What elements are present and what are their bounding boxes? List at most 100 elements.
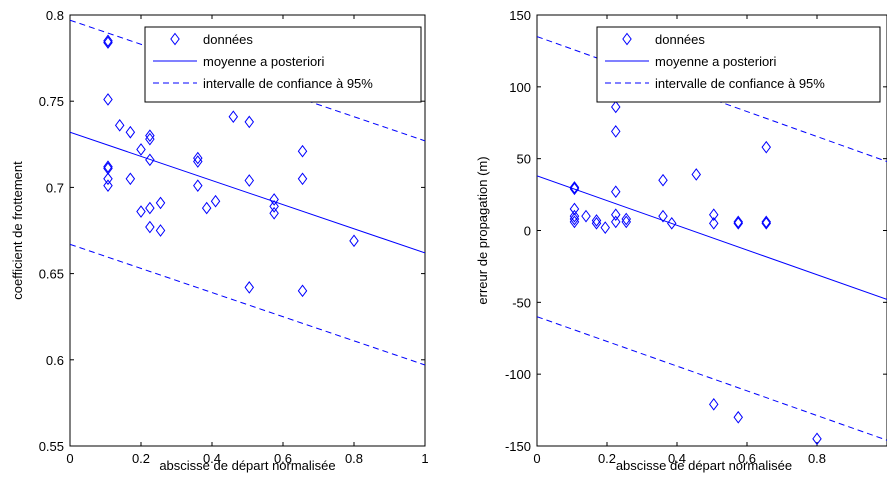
y-axis-label: erreur de propagation (m) — [475, 156, 490, 304]
data-point — [103, 93, 113, 106]
data-point — [297, 144, 308, 158]
data-point — [611, 185, 621, 199]
y-tick-label: 100 — [509, 80, 531, 95]
data-point — [228, 110, 239, 124]
axes-box — [69, 14, 426, 447]
data-point — [193, 151, 203, 165]
y-tick-label: -100 — [505, 367, 531, 382]
data-point — [201, 201, 212, 215]
data-point — [691, 168, 701, 181]
confidence-bound-line — [70, 243, 425, 366]
data-point — [709, 216, 719, 230]
data-point — [709, 398, 719, 411]
data-point — [136, 205, 146, 218]
data-point — [145, 220, 155, 234]
data-point — [600, 221, 610, 234]
data-point — [569, 215, 580, 229]
data-point — [667, 216, 677, 230]
y-tick-label: 0 — [524, 224, 531, 239]
data-point — [103, 36, 113, 49]
data-point — [269, 206, 279, 220]
data-point — [155, 224, 166, 237]
data-point — [125, 172, 136, 186]
legend-marker-diamond — [622, 32, 632, 46]
legend-label-mean: moyenne a posteriori — [655, 54, 777, 69]
x-axis-label: abscisse de départ normalisée — [159, 458, 335, 473]
data-point — [145, 153, 155, 167]
data-point — [611, 208, 621, 222]
data-point — [812, 432, 822, 446]
data-point — [761, 215, 771, 229]
data-point — [114, 119, 125, 132]
data-point — [581, 209, 591, 223]
data-point — [569, 209, 580, 223]
confidence-bound-line — [70, 19, 425, 142]
data-point — [145, 201, 155, 215]
x-tick-label: 0.4 — [668, 451, 686, 466]
x-axis-label: abscisse de départ normalisée — [616, 458, 792, 473]
y-tick-label: -50 — [512, 295, 531, 310]
data-point — [569, 202, 580, 216]
y-tick-label: 0.6 — [46, 353, 64, 368]
data-point — [193, 179, 203, 193]
legend-box — [596, 26, 881, 103]
data-point — [349, 234, 359, 248]
data-point — [621, 212, 631, 226]
posterior-mean-line — [70, 131, 425, 254]
data-point — [569, 212, 580, 226]
y-tick-label: 0.75 — [39, 94, 64, 109]
data-point — [145, 129, 155, 143]
data-point — [569, 181, 580, 194]
data-point — [269, 200, 279, 213]
y-tick-label: 0.55 — [39, 439, 64, 454]
chart-panel-1: 0 0.2 0.4 0.6 0.8 1 0.55 0.6 0.65 0.7 0.75 0.8 absci… — [10, 8, 429, 473]
chart-panel-2: 0 0.2 0.4 0.6 0.8 -150 -100 -50 0 50 100 150 absciss… — [475, 8, 887, 473]
data-point — [591, 216, 602, 230]
data-point — [136, 143, 146, 156]
legend-label-mean: moyenne a posteriori — [203, 54, 325, 69]
data-point — [193, 155, 203, 168]
legend-label-ci: intervalle de confiance à 95% — [203, 76, 373, 91]
y-tick-label: 150 — [509, 8, 531, 23]
posterior-mean-line — [537, 175, 887, 300]
data-point — [125, 125, 136, 139]
legend-box — [144, 26, 422, 103]
data-point — [103, 34, 113, 48]
legend-label-data: données — [203, 32, 253, 47]
data-point — [244, 174, 255, 187]
data-point — [761, 216, 771, 230]
x-tick-label: 0 — [66, 451, 73, 466]
data-point — [297, 284, 308, 298]
x-tick-label: 0 — [533, 451, 540, 466]
x-tick-label: 0.8 — [808, 451, 826, 466]
legend: données moyenne a posteriori intervalle de… — [144, 26, 422, 103]
data-point — [621, 215, 631, 229]
y-tick-label: 0.65 — [39, 267, 64, 282]
y-axis-label: coefficient de frottement — [10, 161, 25, 300]
data-point — [658, 173, 668, 187]
data-point — [244, 281, 255, 294]
data-point — [103, 172, 113, 186]
data-point — [210, 194, 221, 208]
data-point — [610, 100, 621, 114]
x-tick-label: 0.8 — [345, 451, 363, 466]
legend-label-ci: intervalle de confiance à 95% — [655, 76, 825, 91]
x-tick-label: 0.2 — [598, 451, 616, 466]
y-tick-label: -150 — [505, 439, 531, 454]
series-lines — [70, 19, 425, 366]
data-point — [103, 160, 113, 174]
data-point — [610, 125, 621, 138]
data-point — [733, 410, 743, 424]
data-point — [145, 132, 155, 146]
data-point — [297, 172, 308, 186]
data-point — [761, 140, 771, 154]
y-tick-label: 0.8 — [46, 8, 64, 23]
data-point — [244, 115, 255, 129]
x-tick-label: 1 — [421, 451, 428, 466]
x-tick-label: 0.6 — [738, 451, 756, 466]
data-point — [591, 214, 602, 227]
legend-marker-diamond — [170, 32, 180, 46]
data-point — [569, 182, 580, 196]
x-tick-label: 0.4 — [203, 451, 221, 466]
